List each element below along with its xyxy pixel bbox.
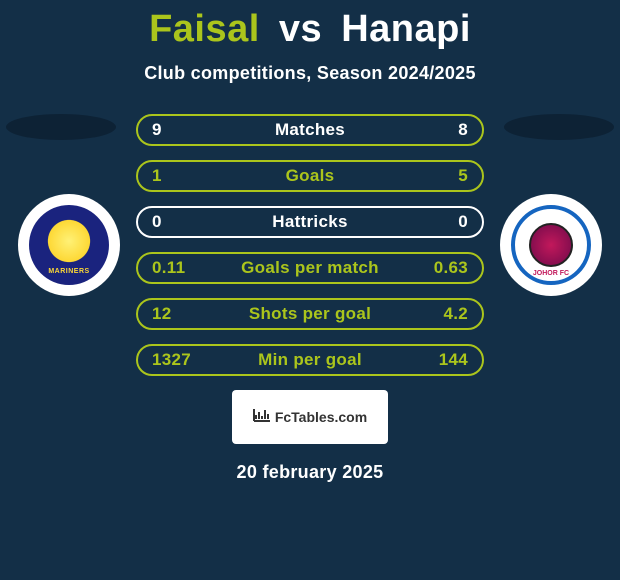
footer-attribution: FcTables.com	[232, 390, 388, 444]
johor-logo-icon	[511, 205, 591, 285]
club-badge-right	[500, 194, 602, 296]
stat-left-value: 0.11	[152, 258, 185, 278]
stat-right-value: 8	[458, 120, 468, 140]
badge-shadow-left	[6, 114, 116, 140]
stat-row-shots-per-goal: 12 Shots per goal 4.2	[136, 298, 484, 330]
player1-name: Faisal	[149, 8, 260, 50]
player2-name: Hanapi	[341, 8, 471, 50]
footer-date: 20 february 2025	[0, 462, 620, 483]
badge-shadow-right	[504, 114, 614, 140]
stat-left-value: 0	[152, 212, 162, 232]
stat-label: Goals per match	[138, 258, 482, 278]
stat-row-hattricks: 0 Hattricks 0	[136, 206, 484, 238]
stat-row-matches: 9 Matches 8	[136, 114, 484, 146]
stat-right-value: 144	[439, 350, 468, 370]
subtitle: Club competitions, Season 2024/2025	[0, 63, 620, 84]
stat-left-value: 9	[152, 120, 162, 140]
club-badge-left	[18, 194, 120, 296]
stat-right-value: 5	[458, 166, 468, 186]
stats-list: 9 Matches 8 1 Goals 5 0 Hattricks 0 0.11…	[136, 114, 484, 376]
stat-right-value: 0	[458, 212, 468, 232]
stat-left-value: 1	[152, 166, 162, 186]
stat-row-goals-per-match: 0.11 Goals per match 0.63	[136, 252, 484, 284]
chart-icon	[253, 408, 271, 427]
vs-text: vs	[279, 8, 322, 50]
stat-left-value: 1327	[152, 350, 191, 370]
stat-label: Shots per goal	[138, 304, 482, 324]
stat-right-value: 4.2	[443, 304, 468, 324]
mariners-logo-icon	[29, 205, 109, 285]
content-area: 9 Matches 8 1 Goals 5 0 Hattricks 0 0.11…	[0, 114, 620, 483]
comparison-title: Faisal vs Hanapi	[0, 0, 620, 51]
stat-label: Matches	[138, 120, 482, 140]
stat-right-value: 0.63	[434, 258, 468, 278]
stat-label: Hattricks	[138, 212, 482, 232]
footer-site: FcTables.com	[275, 409, 367, 425]
stat-left-value: 12	[152, 304, 172, 324]
stat-label: Goals	[138, 166, 482, 186]
stat-row-goals: 1 Goals 5	[136, 160, 484, 192]
stat-row-min-per-goal: 1327 Min per goal 144	[136, 344, 484, 376]
